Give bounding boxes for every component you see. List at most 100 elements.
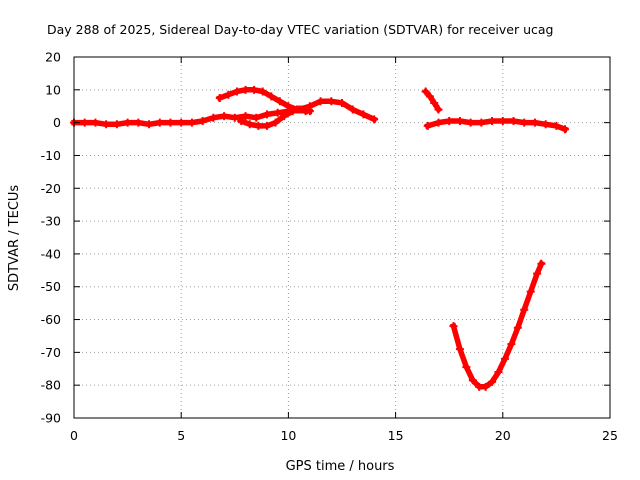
data-point: [145, 120, 154, 129]
data-point: [209, 113, 218, 122]
data-point: [425, 92, 434, 101]
data-point: [155, 118, 164, 127]
data-point: [507, 340, 516, 349]
data-point: [455, 116, 464, 125]
grid-lines: [74, 57, 610, 418]
data-point: [241, 112, 250, 121]
data-point: [245, 120, 254, 129]
data-point: [262, 121, 271, 130]
y-tick-label: -60: [41, 312, 61, 327]
y-tick-label: -90: [41, 411, 61, 426]
data-point: [267, 92, 276, 101]
data-point: [488, 377, 497, 386]
x-tick-label: 10: [280, 428, 296, 443]
x-tick-label: 5: [177, 428, 185, 443]
data-point: [80, 118, 89, 127]
data-point: [370, 115, 379, 124]
y-axis-label: SDTVAR / TECUs: [7, 185, 22, 292]
data-point: [338, 98, 346, 107]
y-tick-label: -10: [41, 148, 61, 163]
data-point: [530, 118, 539, 127]
data-point: [91, 118, 100, 127]
data-point: [254, 121, 263, 130]
data-point: [273, 108, 282, 117]
data-point: [250, 85, 259, 94]
x-axis-label: GPS time / hours: [286, 459, 395, 474]
data-point: [537, 259, 546, 268]
y-tick-label: 0: [53, 115, 61, 130]
y-tick-label: 20: [45, 50, 61, 65]
data-point: [468, 376, 477, 385]
data-point: [198, 116, 207, 125]
x-tick-label: 20: [495, 428, 511, 443]
data-point: [423, 121, 432, 130]
data-point: [466, 118, 475, 127]
data-point: [327, 97, 336, 106]
data-point: [455, 345, 464, 354]
data-point: [305, 107, 314, 116]
data-point: [434, 105, 443, 114]
data-point: [262, 110, 271, 119]
y-tick-label: 10: [45, 82, 61, 97]
y-tick-label: -40: [41, 246, 61, 261]
data-point: [481, 382, 490, 391]
data-point: [445, 116, 454, 125]
data-point: [434, 118, 443, 127]
data-point: [220, 112, 229, 121]
data-point: [275, 97, 284, 106]
data-point: [526, 287, 535, 296]
data-point: [230, 113, 239, 122]
data-point: [252, 113, 261, 122]
data-point: [498, 116, 507, 125]
y-tick-label: -70: [41, 345, 61, 360]
data-point: [224, 90, 233, 99]
series-arc-4: [421, 87, 443, 114]
y-tick-label: -50: [41, 279, 61, 294]
data-point: [316, 97, 325, 106]
data-point: [552, 121, 561, 130]
data-point: [241, 85, 250, 94]
x-tick-label: 25: [602, 428, 618, 443]
data-point: [112, 120, 121, 129]
data-point: [541, 120, 550, 129]
x-tick-label: 15: [388, 428, 404, 443]
data-point: [513, 323, 522, 332]
data-point: [462, 363, 471, 372]
data-point: [520, 118, 529, 127]
plot-frame: [73, 56, 611, 419]
data-point: [166, 118, 175, 127]
y-tick-label: -30: [41, 214, 61, 229]
data-point: [500, 354, 509, 363]
data-point: [348, 105, 357, 114]
data-point: [430, 98, 439, 107]
chart-title: Day 288 of 2025, Sidereal Day-to-day VTE…: [47, 22, 553, 37]
data-point: [560, 125, 569, 134]
data-point: [494, 368, 503, 377]
data-point: [123, 118, 132, 127]
data-point: [177, 118, 186, 127]
data-point: [533, 269, 542, 278]
data-point: [215, 94, 224, 103]
data-point: [271, 118, 280, 127]
axis-ticks: 0 5 10 15 20 25 20 10 0 -10 -20 -30 -40 -50 -60 -70 -80 -…: [41, 50, 618, 444]
data-point: [488, 116, 497, 125]
data-point: [477, 118, 486, 127]
x-tick-label: 0: [70, 428, 78, 443]
y-tick-label: -80: [41, 378, 61, 393]
data-series: [70, 85, 569, 391]
y-tick-label: -20: [41, 181, 61, 196]
data-point: [359, 110, 368, 119]
data-point: [509, 116, 518, 125]
data-point: [288, 107, 297, 116]
data-point: [284, 102, 293, 111]
data-point: [232, 87, 241, 96]
data-point: [237, 116, 246, 125]
data-point: [520, 305, 529, 314]
data-point: [280, 112, 289, 121]
data-point: [187, 118, 196, 127]
data-point: [297, 105, 306, 114]
data-point: [258, 87, 267, 96]
data-point: [134, 118, 143, 127]
data-point: [449, 322, 458, 331]
